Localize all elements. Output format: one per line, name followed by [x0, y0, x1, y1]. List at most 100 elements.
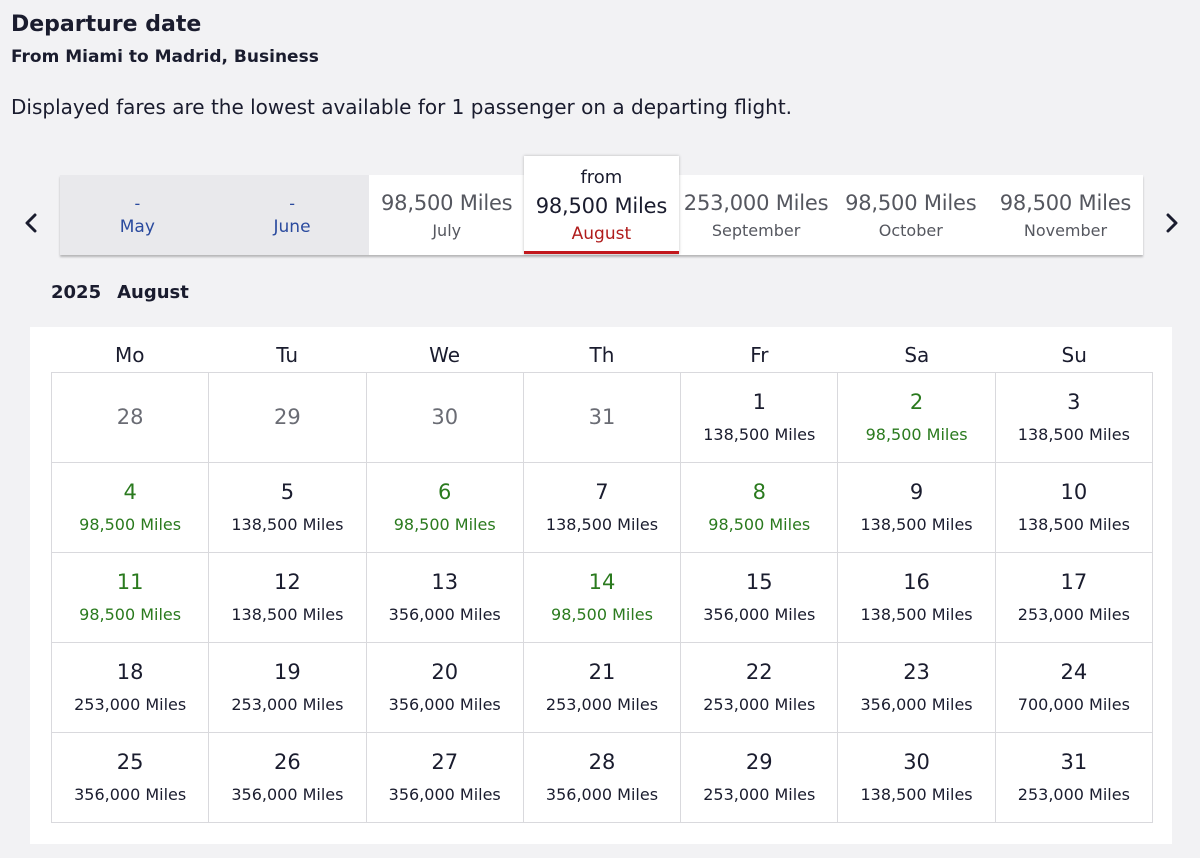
day-number: 12: [274, 569, 301, 594]
day-number: 20: [431, 659, 459, 684]
calendar-day-cell[interactable]: 6 98,500 Miles: [366, 463, 524, 553]
weekday-label: Su: [1061, 343, 1087, 367]
calendar-day-cell[interactable]: 27 356,000 Miles: [366, 733, 524, 823]
calendar-day-cell[interactable]: 5 138,500 Miles: [209, 463, 367, 553]
calendar-day-cell[interactable]: 12 138,500 Miles: [209, 553, 367, 643]
calendar-day-cell[interactable]: 31 253,000 Miles: [995, 733, 1153, 823]
calendar-day-outside: 30: [366, 373, 524, 463]
chevron-left-icon: [25, 213, 37, 233]
fare-note: Displayed fares are the lowest available…: [11, 95, 793, 119]
day-fare: 253,000 Miles: [703, 784, 816, 804]
day-number: 28: [116, 405, 144, 429]
calendar-day-cell[interactable]: 14 98,500 Miles: [523, 553, 682, 643]
weekday-label: Sa: [904, 343, 930, 367]
day-number: 9: [909, 479, 924, 504]
day-fare: 253,000 Miles: [231, 694, 344, 714]
weekday-header: Mo Tu We Th Fr Sa Su: [51, 343, 1153, 367]
day-fare: 138,500 Miles: [545, 514, 659, 534]
calendar-day-cell[interactable]: 4 98,500 Miles: [52, 463, 210, 553]
calendar-day-cell[interactable]: 8 98,500 Miles: [681, 463, 839, 553]
calendar-day-cell[interactable]: 11 98,500 Miles: [52, 553, 210, 643]
calendar-day-cell[interactable]: 24 700,000 Miles: [995, 643, 1153, 733]
day-fare: 138,500 Miles: [1017, 514, 1130, 534]
day-fare: 98,500 Miles: [79, 604, 182, 624]
day-number: 27: [431, 749, 459, 774]
calendar-day-cell[interactable]: 30 138,500 Miles: [838, 733, 996, 823]
month-selector: - May - June 98,500 Miles July from 98,500 Mile…: [60, 156, 1143, 255]
calendar-day-cell[interactable]: 9 138,500 Miles: [838, 463, 996, 553]
month-tab-november[interactable]: 98,500 Miles November: [988, 175, 1143, 255]
month-tab-price: 253,000 Miles: [683, 190, 829, 215]
month-tab-label: October: [878, 220, 943, 240]
month-tab-may[interactable]: - May: [60, 175, 215, 255]
day-number: 10: [1060, 479, 1088, 504]
day-number: 23: [903, 659, 930, 684]
day-fare: 253,000 Miles: [703, 694, 816, 714]
calendar-day-cell[interactable]: 15 356,000 Miles: [681, 553, 839, 643]
calendar-day-cell[interactable]: 23 356,000 Miles: [838, 643, 996, 733]
month-tab-label: May: [119, 216, 155, 237]
day-number: 26: [274, 749, 301, 774]
day-number: 30: [903, 749, 930, 774]
calendar-day-outside: 31: [523, 373, 682, 463]
calendar-day-cell[interactable]: 18 253,000 Miles: [52, 643, 210, 733]
day-number: 6: [438, 479, 452, 504]
day-number: 11: [116, 569, 144, 594]
calendar-day-outside: 29: [209, 373, 367, 463]
day-fare: 356,000 Miles: [703, 604, 816, 624]
month-tab-august[interactable]: from 98,500 Miles August: [524, 156, 679, 254]
day-number: 29: [745, 749, 773, 774]
day-number: 31: [1060, 749, 1088, 774]
day-fare: 138,500 Miles: [860, 784, 973, 804]
month-tab-price: 98,500 Miles: [381, 190, 513, 215]
calendar-day-cell[interactable]: 25 356,000 Miles: [52, 733, 210, 823]
calendar-day-cell[interactable]: 17 253,000 Miles: [995, 553, 1153, 643]
chevron-right-icon: [1166, 213, 1178, 233]
calendar-day-cell[interactable]: 1 138,500 Miles: [681, 373, 839, 463]
weekday-label: Th: [589, 343, 615, 367]
month-tab-price: -: [289, 193, 295, 213]
day-number: 30: [431, 405, 459, 429]
next-months-button[interactable]: [1161, 210, 1183, 236]
calendar-day-cell[interactable]: 16 138,500 Miles: [838, 553, 996, 643]
day-fare: 253,000 Miles: [1017, 604, 1130, 624]
prev-months-button[interactable]: [20, 210, 42, 236]
month-tab-june[interactable]: - June: [214, 175, 370, 255]
month-tab-label: September: [711, 220, 801, 240]
day-fare: 253,000 Miles: [74, 694, 187, 714]
calendar-day-cell[interactable]: 28 356,000 Miles: [523, 733, 682, 823]
calendar-day-cell[interactable]: 26 356,000 Miles: [209, 733, 367, 823]
month-tab-july[interactable]: 98,500 Miles July: [369, 175, 525, 255]
route-subtitle: From Miami to Madrid, Business: [11, 47, 319, 67]
day-fare: 356,000 Miles: [388, 694, 501, 714]
calendar-panel: Mo Tu We Th Fr Sa Su 28 29 30 31 1 138,500 Miles 2 98…: [30, 327, 1172, 844]
month-tab-october[interactable]: 98,500 Miles October: [833, 175, 989, 255]
weekday-label: Fr: [750, 343, 769, 367]
month-tab-price: 98,500 Miles: [999, 190, 1132, 215]
day-fare: 700,000 Miles: [1017, 694, 1130, 714]
calendar-day-cell[interactable]: 7 138,500 Miles: [523, 463, 682, 553]
calendar-day-cell[interactable]: 3 138,500 Miles: [995, 373, 1153, 463]
month-tab-september[interactable]: 253,000 Miles September: [678, 175, 834, 255]
calendar-day-cell[interactable]: 13 356,000 Miles: [366, 553, 524, 643]
calendar-day-cell[interactable]: 10 138,500 Miles: [995, 463, 1153, 553]
calendar-day-cell[interactable]: 22 253,000 Miles: [681, 643, 839, 733]
day-fare: 138,500 Miles: [231, 604, 344, 624]
day-number: 29: [274, 405, 301, 429]
calendar-day-cell[interactable]: 29 253,000 Miles: [681, 733, 839, 823]
day-fare: 138,500 Miles: [860, 514, 973, 534]
calendar-day-cell[interactable]: 21 253,000 Miles: [523, 643, 682, 733]
day-number: 24: [1060, 659, 1088, 684]
day-fare: 98,500 Miles: [865, 424, 968, 444]
day-fare: 98,500 Miles: [551, 604, 653, 624]
day-number: 7: [595, 479, 609, 504]
calendar-day-cell[interactable]: 2 98,500 Miles: [838, 373, 996, 463]
day-number: 25: [116, 749, 144, 774]
day-fare: 138,500 Miles: [231, 514, 344, 534]
day-fare: 98,500 Miles: [708, 514, 811, 534]
day-fare: 356,000 Miles: [388, 604, 501, 624]
day-number: 31: [588, 405, 616, 429]
day-number: 16: [903, 569, 930, 594]
calendar-day-cell[interactable]: 19 253,000 Miles: [209, 643, 367, 733]
calendar-day-cell[interactable]: 20 356,000 Miles: [366, 643, 524, 733]
